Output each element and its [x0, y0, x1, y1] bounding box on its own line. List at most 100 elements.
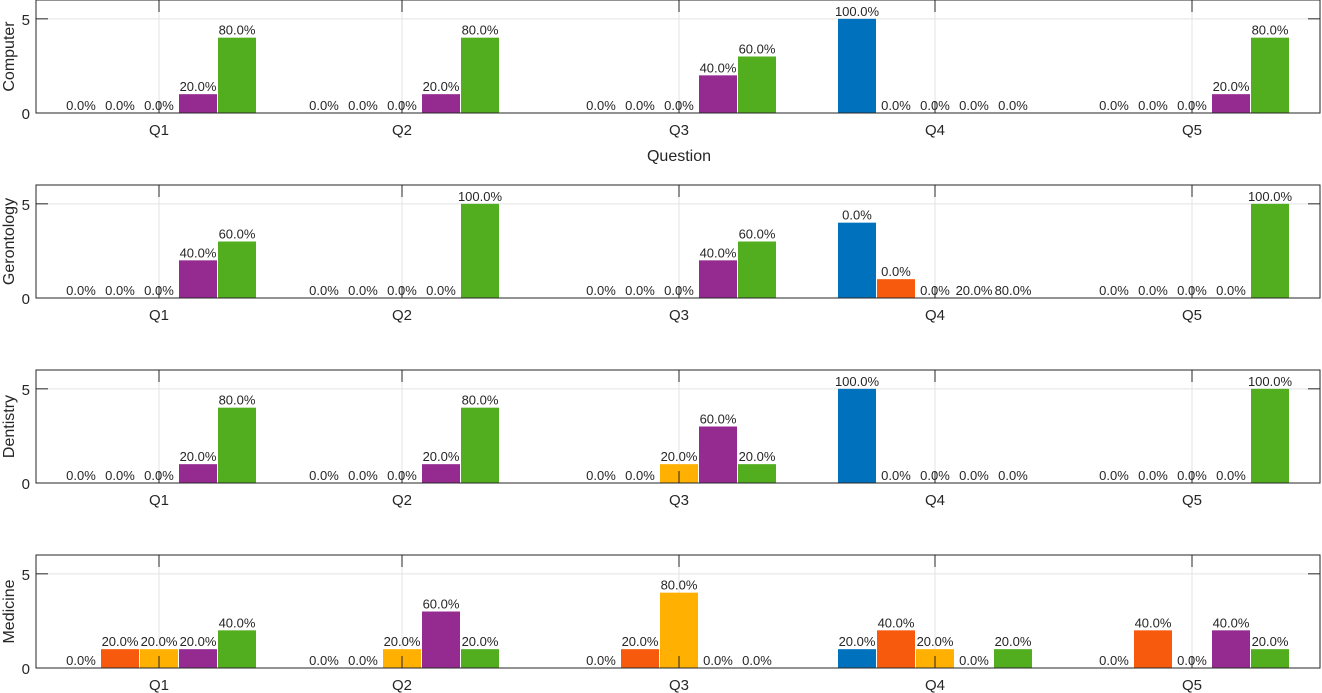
bar: [179, 649, 217, 668]
data-label: 0.0%: [1099, 283, 1129, 298]
data-label: 0.0%: [309, 653, 339, 668]
bar: [838, 18, 876, 113]
y-tick-label: 0: [22, 661, 30, 678]
axes-box: [35, 184, 1321, 299]
data-label: 0.0%: [105, 283, 135, 298]
x-tick-label: Q2: [392, 677, 412, 693]
data-label: 0.0%: [998, 468, 1028, 483]
data-label: 80.0%: [219, 393, 256, 408]
data-label: 0.0%: [66, 653, 96, 668]
data-label: 0.0%: [309, 98, 339, 113]
data-label: 0.0%: [742, 653, 772, 668]
y-axis-label: Computer: [1, 21, 18, 92]
data-label: 20.0%: [423, 449, 460, 464]
data-label: 0.0%: [105, 468, 135, 483]
bar: [461, 203, 499, 298]
data-label: 100.0%: [1248, 374, 1293, 389]
x-tick-label: Q1: [149, 307, 169, 324]
data-label: 60.0%: [739, 42, 776, 57]
data-label: 40.0%: [700, 245, 737, 260]
x-tick-label: Q2: [392, 307, 412, 324]
data-label: 20.0%: [180, 79, 217, 94]
bar: [699, 426, 737, 483]
data-label: 80.0%: [219, 23, 256, 38]
x-tick-label: Q5: [1182, 492, 1202, 509]
bar: [738, 241, 776, 298]
x-tick-label: Q1: [149, 492, 169, 509]
bar: [422, 611, 460, 668]
y-tick-label: 0: [22, 476, 30, 493]
bar: [738, 56, 776, 113]
data-label: 20.0%: [917, 634, 954, 649]
subplot-computer: 0.0% 0.0% 0.0% 20.0% 80.0% 0.0% 0.0% 0.0% 20.0% 8…: [1, 0, 1321, 165]
bar: [1212, 94, 1250, 113]
data-label: 40.0%: [1135, 615, 1172, 630]
y-tick-label: 5: [22, 12, 30, 29]
bar: [699, 260, 737, 298]
axes-box: [35, 0, 1321, 114]
bar: [1251, 649, 1289, 668]
bar: [218, 37, 256, 113]
data-label: 0.0%: [881, 264, 911, 279]
x-tick-label: Q1: [149, 677, 169, 693]
bar: [877, 279, 915, 298]
x-tick-label: Q4: [925, 307, 945, 324]
data-label: 80.0%: [1252, 23, 1289, 38]
data-label: 0.0%: [348, 283, 378, 298]
data-label: 100.0%: [835, 374, 880, 389]
data-label: 0.0%: [998, 98, 1028, 113]
y-axis-label: Dentistry: [1, 395, 18, 458]
bar: [461, 37, 499, 113]
y-tick-label: 5: [22, 567, 30, 584]
axes-box: [35, 369, 1321, 484]
bar: [1251, 37, 1289, 113]
bar: [1251, 388, 1289, 483]
x-tick-label: Q5: [1182, 122, 1202, 139]
data-label: 0.0%: [1138, 98, 1168, 113]
y-axis-label: Gerontology: [1, 198, 18, 285]
data-label: 0.0%: [625, 98, 655, 113]
y-tick-label: 0: [22, 106, 30, 123]
data-label: 0.0%: [586, 468, 616, 483]
subplot-medicine: 0.0%20.0% 20.0% 20.0%40.0%0.0% 0.0%20.0%60.…: [1, 554, 1321, 693]
bar: [179, 464, 217, 483]
data-label: 0.0%: [703, 653, 733, 668]
data-label: 0.0%: [1099, 653, 1129, 668]
bar: [1212, 630, 1250, 668]
bar: [621, 649, 659, 668]
y-axis-label: Medicine: [1, 579, 18, 643]
x-tick-label: Q2: [392, 122, 412, 139]
data-label: 20.0%: [661, 449, 698, 464]
bar: [218, 630, 256, 668]
data-label: 0.0%: [309, 468, 339, 483]
data-label: 0.0%: [1216, 283, 1246, 298]
data-label: 0.0%: [881, 468, 911, 483]
y-tick-label: 5: [22, 382, 30, 399]
data-label: 0.0%: [348, 98, 378, 113]
x-tick-label: Q5: [1182, 307, 1202, 324]
data-label: 80.0%: [462, 23, 499, 38]
data-label: 20.0%: [956, 283, 993, 298]
bar: [699, 75, 737, 113]
data-label: 0.0%: [959, 468, 989, 483]
data-label: 40.0%: [1213, 615, 1250, 630]
data-label: 60.0%: [423, 597, 460, 612]
data-label: 0.0%: [1099, 98, 1129, 113]
bar: [838, 649, 876, 668]
data-label: 0.0%: [586, 283, 616, 298]
subplot-gerontology: 0.0% 0.0% 0.0%40.0%60.0%0.0% 0.0% 0.0% 0.0%10…: [1, 184, 1321, 324]
data-label: 100.0%: [835, 4, 880, 19]
bar: [877, 630, 915, 668]
bar: [179, 260, 217, 298]
data-label: 80.0%: [661, 578, 698, 593]
bar: [660, 592, 698, 668]
data-label: 100.0%: [458, 189, 503, 204]
data-label: 0.0%: [625, 283, 655, 298]
x-tick-label: Q4: [925, 122, 945, 139]
data-label: 20.0%: [180, 634, 217, 649]
bar: [218, 241, 256, 298]
data-label: 80.0%: [995, 283, 1032, 298]
x-tick-label: Q3: [669, 677, 689, 693]
data-label: 0.0%: [586, 98, 616, 113]
